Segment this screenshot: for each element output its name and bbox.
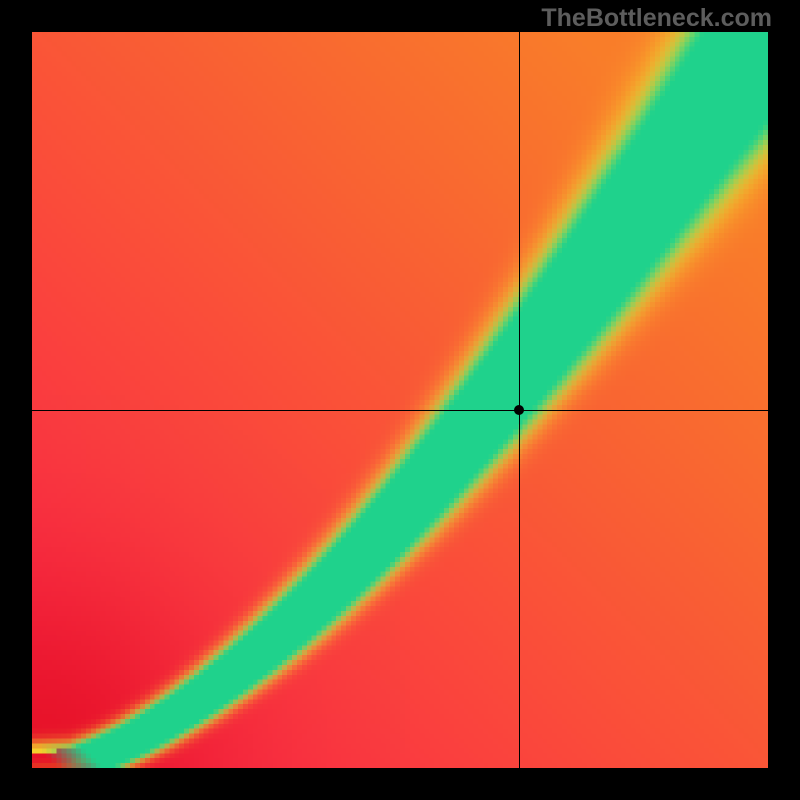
watermark-text: TheBottleneck.com (541, 4, 772, 33)
bottleneck-heatmap-figure: TheBottleneck.com (0, 0, 800, 800)
crosshair-vertical (519, 32, 520, 768)
crosshair-horizontal (32, 410, 768, 411)
heatmap-canvas (32, 32, 768, 768)
